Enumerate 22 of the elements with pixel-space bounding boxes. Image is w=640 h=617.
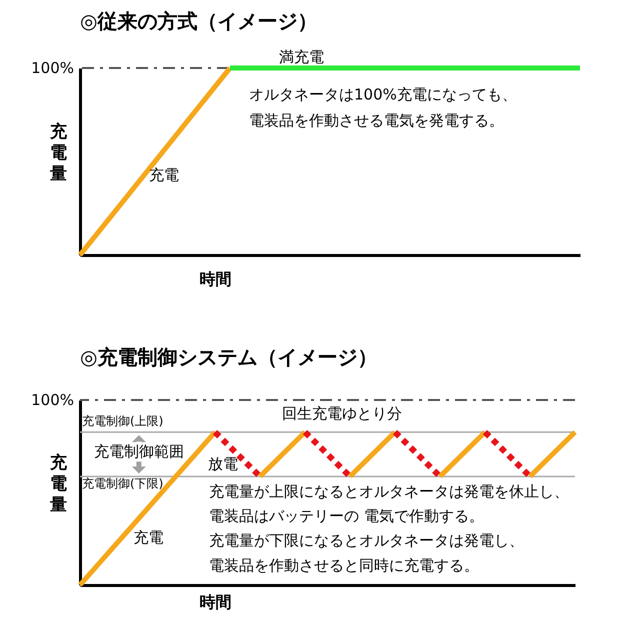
annotation: オルタネータは100%充電になっても、	[249, 85, 517, 104]
y-axis-title: 充電量	[49, 453, 68, 515]
annotation: 満充電	[279, 48, 324, 66]
chart-title: ◎充電制御システム（イメージ）	[80, 345, 378, 369]
annotation: 充電	[149, 166, 179, 184]
annotation: 電装品を作動させると同時に充電する。	[209, 556, 480, 575]
text: 100%	[31, 391, 74, 410]
ref-line-label: 充電制御(下限)	[82, 476, 164, 490]
annotation: 充電制御範囲	[94, 442, 184, 461]
annotation: 電装品はバッテリーの 電気で作動する。	[209, 506, 484, 525]
annotation: 放電	[208, 454, 238, 473]
chart-title: ◎従来の方式（イメージ）	[80, 9, 318, 33]
y-axis-title: 充電量	[49, 122, 68, 184]
annotation: 充電	[134, 528, 164, 546]
x-axis-title: 時間	[200, 592, 232, 612]
text: 回生充電ゆとり分	[282, 404, 402, 422]
ref-line-label: 充電制御(上限)	[82, 414, 164, 428]
annotation: 電装品を作動させる電気を発電する。	[249, 112, 504, 130]
x-axis-title: 時間	[200, 270, 232, 288]
annotation: 充電量が下限になるとオルタネータは発電し、	[209, 531, 524, 550]
ref-line-label: 100%	[31, 59, 74, 77]
annotation: 充電量が上限になるとオルタネータは発電を休止し、	[209, 482, 570, 500]
